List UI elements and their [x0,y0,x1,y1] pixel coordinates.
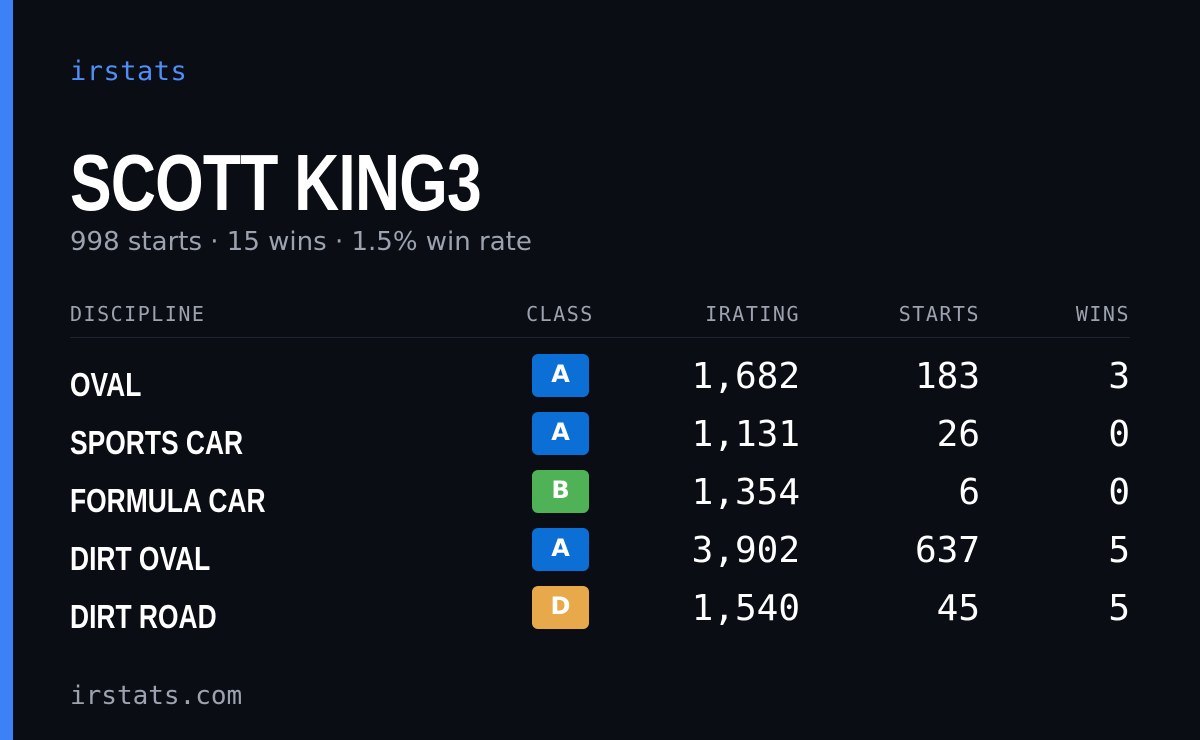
table-header: DISCIPLINE CLASS IRATING STARTS WINS [70,300,1130,338]
discipline-name: DIRT OVAL [70,540,211,577]
driver-summary: 998 starts · 15 wins · 1.5% win rate [70,227,532,257]
summary-wins: 15 wins [226,227,327,257]
table-row: OVAL A 1,682 183 3 [70,348,1130,406]
wins-value: 5 [1108,588,1130,629]
table-row: SPORTS CAR A 1,131 26 0 [70,406,1130,464]
starts-value: 26 [936,414,980,455]
summary-separator: · [334,227,344,257]
brand-logo: irstats [70,56,188,87]
discipline-name: SPORTS CAR [70,424,244,461]
irating-value: 1,131 [691,414,800,455]
discipline-table: OVAL A 1,682 183 3 SPORTS CAR A 1,131 26… [70,348,1130,638]
driver-name: SCOTT KING3 [70,138,482,227]
wins-value: 0 [1108,414,1130,455]
accent-bar [0,0,13,740]
class-badge: B [532,470,589,513]
summary-starts: 998 starts [70,227,202,257]
header-wins: WINS [1075,302,1130,326]
starts-value: 183 [914,356,980,397]
wins-value: 0 [1108,472,1130,513]
class-badge: D [532,586,589,629]
summary-separator: · [210,227,219,257]
wins-value: 5 [1108,530,1130,571]
table-row: DIRT OVAL A 3,902 637 5 [70,522,1130,580]
discipline-name: DIRT ROAD [70,598,217,635]
discipline-name: OVAL [70,366,142,403]
table-row: FORMULA CAR B 1,354 6 0 [70,464,1130,522]
table-row: DIRT ROAD D 1,540 45 5 [70,580,1130,638]
irating-value: 3,902 [691,530,800,571]
class-badge: A [532,354,589,397]
irating-value: 1,682 [691,356,800,397]
irating-value: 1,354 [691,472,800,513]
footer-url: irstats.com [70,681,243,711]
discipline-name: FORMULA CAR [70,482,266,519]
starts-value: 637 [914,530,980,571]
header-irating: IRATING [705,302,800,326]
wins-value: 3 [1108,356,1130,397]
summary-win-rate: 1.5% win rate [351,227,532,257]
class-badge: A [532,528,589,571]
header-discipline: DISCIPLINE [70,302,206,326]
starts-value: 45 [936,588,980,629]
header-class: CLASS [526,302,594,326]
starts-value: 6 [958,472,980,513]
class-badge: A [532,412,589,455]
header-starts: STARTS [898,302,980,326]
irating-value: 1,540 [691,588,800,629]
